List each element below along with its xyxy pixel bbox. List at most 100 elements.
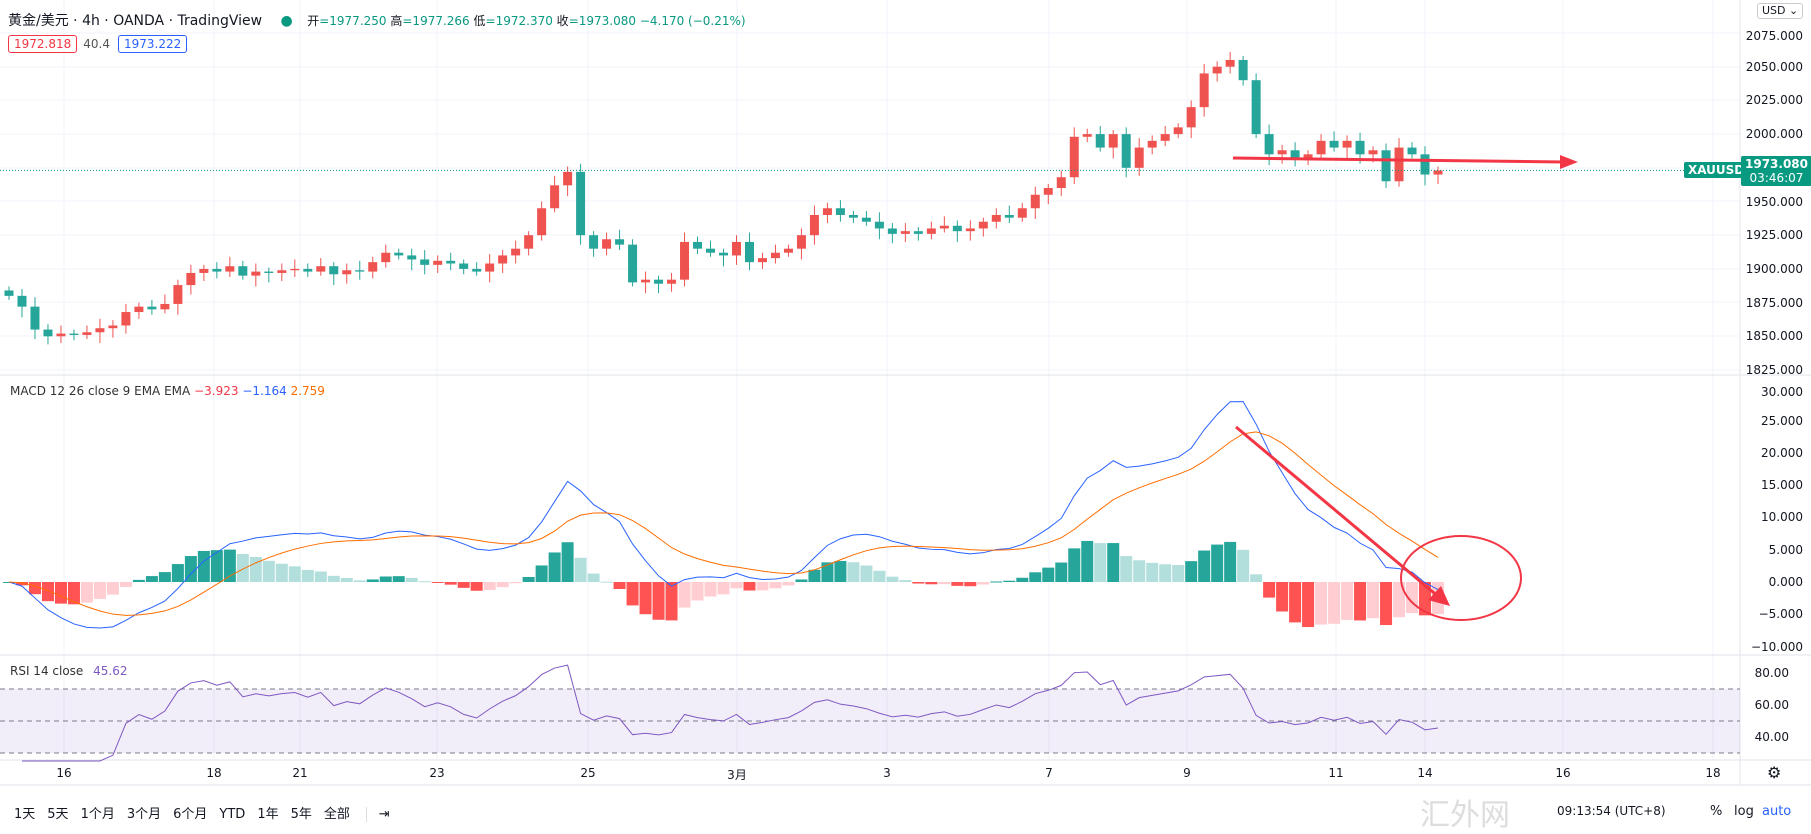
macd-histogram-bar: [301, 569, 314, 582]
macd-line: [8, 401, 1439, 629]
candle-body: [147, 306, 157, 310]
candle-body: [43, 329, 53, 337]
candle-body: [693, 241, 703, 249]
price-axis-label: 1950.000: [1745, 194, 1803, 209]
sell-price[interactable]: 1972.818: [8, 35, 78, 53]
macd-histogram-bar: [769, 582, 782, 589]
macd-histogram-bar: [1068, 548, 1081, 582]
macd-histogram-bar: [1341, 582, 1354, 620]
macd-histogram-bar: [1146, 562, 1159, 582]
price-axis-label: 1875.000: [1745, 295, 1803, 310]
macd-histogram-bar: [106, 582, 119, 595]
macd-histogram-bar: [145, 576, 158, 582]
candle-body: [1407, 147, 1417, 155]
macd-histogram-bar: [275, 563, 288, 582]
symbol-legend: 黄金/美元 · 4h · OANDA · TradingView ● 开=197…: [8, 10, 746, 30]
time-axis-label: 9: [1183, 766, 1191, 780]
candle-body: [329, 266, 339, 275]
range-all[interactable]: 全部: [323, 807, 350, 822]
macd-histogram-bar: [496, 582, 509, 588]
macd-histogram-bar: [15, 582, 28, 586]
macd-histogram-bar: [730, 582, 743, 589]
macd-histogram-bar: [886, 576, 899, 582]
candle-body: [939, 225, 949, 229]
macd-histogram-bar: [964, 582, 977, 587]
price-axis-label: 2050.000: [1745, 59, 1803, 74]
candle-body: [576, 171, 586, 236]
candle-body: [1225, 59, 1235, 67]
macd-histogram-bar: [54, 582, 67, 604]
macd-histogram-bar: [1211, 544, 1224, 582]
range-5d[interactable]: 5天: [47, 807, 69, 822]
macd-histogram-bar: [977, 582, 990, 585]
macd-histogram-bar: [808, 569, 821, 582]
macd-histogram-bar: [223, 549, 236, 582]
price-axis-label: 1825.000: [1745, 363, 1803, 377]
candle-body: [1277, 150, 1287, 155]
candle-body: [1238, 59, 1248, 81]
range-3m[interactable]: 3个月: [126, 807, 162, 822]
candle-body: [277, 270, 287, 273]
macd-histogram-bar: [912, 582, 925, 584]
macd-histogram-bar: [197, 550, 210, 582]
candle-body: [1316, 140, 1326, 155]
candle-body: [991, 214, 1001, 222]
macd-histogram-bar: [990, 581, 1003, 583]
macd-histogram-bar: [587, 573, 600, 582]
candle-body: [1017, 208, 1027, 218]
macd-histogram-bar: [1393, 582, 1406, 618]
candle-body: [913, 231, 923, 234]
candle-body: [381, 252, 391, 263]
time-axis-label: 3月: [727, 768, 747, 782]
range-1d[interactable]: 1天: [14, 807, 36, 822]
candle-body: [796, 235, 806, 249]
macd-histogram-bar: [704, 582, 717, 597]
range-1m[interactable]: 1个月: [80, 807, 115, 822]
macd-histogram-bar: [535, 565, 548, 582]
macd-axis-label: 20.000: [1761, 445, 1803, 460]
macd-axis-label: 25.000: [1761, 413, 1803, 428]
candle-body: [160, 303, 170, 310]
rsi-axis-label: 60.00: [1754, 698, 1789, 712]
candle-body: [1290, 150, 1300, 159]
range-1y[interactable]: 1年: [257, 807, 279, 822]
macd-histogram-bar: [249, 557, 262, 582]
log-toggle[interactable]: log: [1734, 804, 1754, 819]
time-axis-label: 23: [429, 766, 445, 780]
candle-body: [952, 225, 962, 232]
macd-histogram-bar: [1224, 541, 1237, 582]
ohlc-values: 开=1977.250 高=1977.266 低=1972.370 收=1973.…: [307, 14, 746, 28]
candle-body: [602, 239, 612, 249]
auto-toggle[interactable]: auto: [1762, 804, 1792, 819]
macd-axis-label: 10.000: [1761, 510, 1803, 525]
time-axis-label: 14: [1417, 766, 1433, 780]
range-5y[interactable]: 5年: [290, 807, 312, 822]
clock: 09:13:54 (UTC+8): [1557, 804, 1666, 818]
range-6m[interactable]: 6个月: [173, 807, 208, 822]
buy-price[interactable]: 1973.222: [117, 35, 188, 53]
signal-line: [8, 431, 1439, 616]
range-ytd[interactable]: YTD: [219, 807, 246, 822]
price-axis-label: 1900.000: [1745, 261, 1803, 276]
goto-date-icon[interactable]: ⇥: [365, 807, 390, 822]
macd-histogram-bar: [405, 577, 418, 582]
price-axis-label: 2025.000: [1745, 93, 1803, 108]
candle-body: [4, 290, 14, 296]
currency-select[interactable]: USD ⌄: [1757, 3, 1804, 19]
settings-gear-icon[interactable]: ⚙: [1767, 763, 1782, 782]
symbol-title[interactable]: 黄金/美元 · 4h · OANDA · TradingView: [8, 13, 263, 29]
price-axis-label: 1925.000: [1745, 228, 1803, 243]
candle-body: [498, 255, 508, 264]
candle-body: [394, 252, 404, 256]
candle-body: [809, 214, 819, 236]
percent-toggle[interactable]: %: [1710, 804, 1723, 819]
arrow-head-icon: [1428, 586, 1450, 606]
macd-histogram-bar: [1419, 582, 1432, 616]
macd-histogram-bar: [1042, 567, 1055, 582]
macd-histogram-bar: [600, 581, 613, 583]
macd-histogram-bar: [899, 580, 912, 582]
candle-body: [731, 241, 741, 256]
spread: 40.4: [83, 37, 110, 51]
macd-histogram-bar: [470, 582, 483, 591]
